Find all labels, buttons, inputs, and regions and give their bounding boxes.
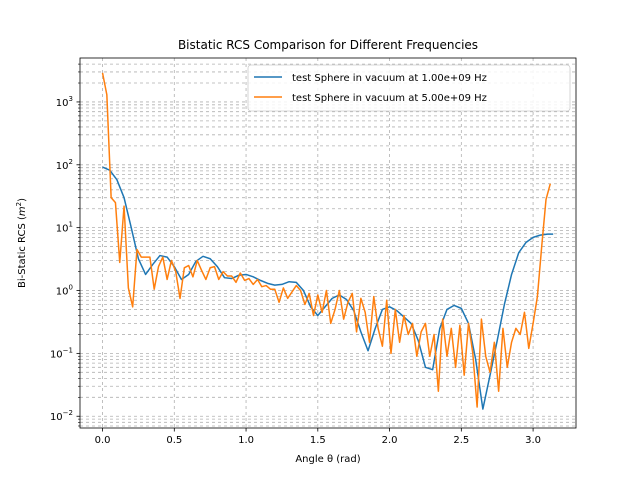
y-tick-label: 102 [56, 158, 73, 172]
y-tick-label-base: 10 [56, 287, 69, 298]
x-axis-label: Angle θ (rad) [295, 454, 360, 465]
y-tick-label: 100 [56, 284, 73, 298]
legend-box [247, 64, 571, 112]
x-tick-label: 0.5 [166, 435, 182, 446]
y-tick-label-exp: 0 [69, 284, 73, 292]
y-axis-label-unit-exp: 2 [15, 202, 23, 206]
y-tick-label: 10−1 [50, 346, 73, 360]
y-tick-label: 10−2 [50, 409, 73, 423]
x-tick-label: 3.0 [525, 435, 541, 446]
y-tick-label-base: 10 [50, 412, 63, 423]
y-tick-label: 103 [56, 95, 73, 109]
y-tick-label-base: 10 [50, 349, 63, 360]
y-axis-label-unit: m [17, 206, 28, 216]
series-line-2 [101, 72, 552, 408]
y-tick-label-exp: −2 [63, 409, 73, 417]
x-tick-label: 2.5 [453, 435, 469, 446]
y-tick-label: 101 [56, 221, 73, 235]
y-axis-label-suffix: ) [17, 198, 28, 202]
axis-ticks: 0.0 0.5 1.0 1.5 2.0 2.5 3.010−210−110010110210… [50, 63, 541, 446]
y-axis-label-prefix: Bi-Static RCS ( [17, 216, 28, 288]
y-tick-label-exp: 2 [69, 158, 73, 166]
y-tick-label-exp: −1 [63, 346, 73, 354]
x-tick-label: 0.0 [95, 435, 111, 446]
y-tick-label-base: 10 [56, 224, 69, 235]
x-tick-label: 2.0 [382, 435, 398, 446]
legend: test Sphere in vacuum at 1.00e+09 Hz test… [247, 64, 571, 112]
y-tick-label-exp: 1 [69, 221, 73, 229]
y-tick-label-base: 10 [56, 98, 69, 109]
legend-label: test Sphere in vacuum at 5.00e+09 Hz [292, 93, 487, 104]
chart-title: Bistatic RCS Comparison for Different Fr… [178, 38, 478, 52]
y-axis-label: Bi-Static RCS (m2) [15, 198, 28, 288]
plot-frame [79, 57, 577, 429]
y-tick-label-exp: 3 [69, 95, 73, 103]
plot-series [101, 72, 554, 410]
x-tick-label: 1.0 [238, 435, 254, 446]
legend-label: test Sphere in vacuum at 1.00e+09 Hz [292, 73, 487, 84]
y-tick-label-base: 10 [56, 161, 69, 172]
x-tick-label: 1.5 [310, 435, 326, 446]
